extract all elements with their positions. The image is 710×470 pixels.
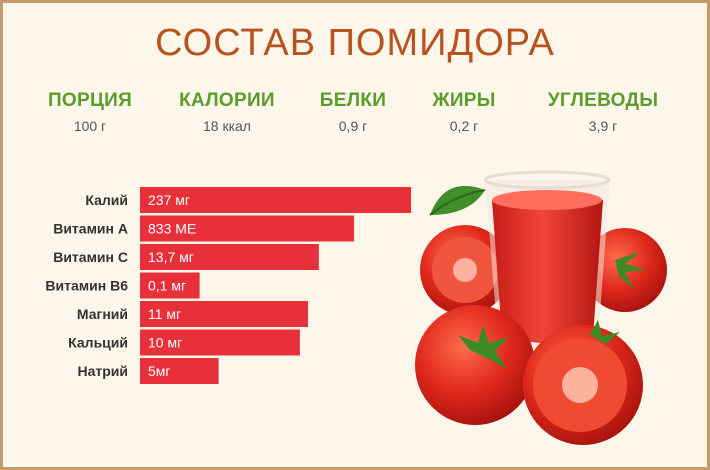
- bar-category-label: Натрий: [77, 363, 128, 379]
- bar: [140, 215, 355, 242]
- bar-value-label: 11 мг: [148, 306, 181, 322]
- bar-category-label: Витамин А: [53, 221, 128, 237]
- nutrient-name: ПОРЦИЯ: [47, 90, 133, 111]
- bar: [140, 358, 219, 384]
- nutrient-name: КАЛОРИИ: [179, 90, 275, 111]
- bar-value-label: 237 мг: [148, 192, 190, 208]
- nutrient-portion: ПОРЦИЯ 100 г: [20, 90, 160, 134]
- nutrient-value: 18 ккал: [203, 118, 251, 134]
- bar-value-label: 13,7 мг: [148, 249, 194, 265]
- bar-value-label: 833 МЕ: [148, 221, 196, 237]
- bar: [140, 187, 411, 213]
- nutrient-protein: БЕЛКИ 0,9 г: [283, 90, 423, 134]
- bar-value-label: 0,1 мг: [148, 278, 186, 294]
- nutrient-name: ЖИРЫ: [432, 90, 496, 111]
- tomato-cut-front: [523, 320, 643, 445]
- bar-category-label: Витамин С: [53, 249, 128, 265]
- bar-category-label: Калий: [85, 192, 128, 208]
- nutrient-value: 0,9 г: [338, 118, 368, 134]
- nutrient-summary: ПОРЦИЯ 100 г КАЛОРИИ 18 ккал БЕЛКИ 0,9 г…: [0, 90, 710, 150]
- nutrient-fat: ЖИРЫ 0,2 г: [394, 90, 534, 134]
- bar: [140, 301, 309, 327]
- nutrient-value: 3,9 г: [588, 118, 618, 134]
- tomato-cut-left: [420, 225, 510, 315]
- bar: [140, 272, 200, 299]
- nutrient-calories: КАЛОРИИ 18 ккал: [157, 90, 297, 134]
- nutrient-value: 100 г: [73, 118, 107, 134]
- leaf-icon: [429, 185, 486, 216]
- tomato-front-left: [415, 305, 535, 425]
- page-title: СОСТАВ ПОМИДОРА: [155, 22, 555, 64]
- bar-category-label: Кальций: [68, 335, 128, 351]
- bar-category-label: Магний: [77, 306, 128, 322]
- juice-glass: [483, 170, 611, 348]
- nutrient-name: БЕЛКИ: [319, 90, 387, 111]
- mineral-bar-chart: Калий 237 мг Витамин А 833 МЕ Витамин С 13,7 …: [45, 187, 411, 384]
- nutrient-carbs: УГЛЕВОДЫ 3,9 г: [533, 90, 673, 134]
- bar: [140, 329, 300, 356]
- bar-category-label: Витамин В6: [45, 278, 128, 294]
- bar-value-label: 10 мг: [148, 335, 182, 351]
- bar: [140, 244, 319, 270]
- nutrient-value: 0,2 г: [449, 118, 479, 134]
- nutrient-name: УГЛЕВОДЫ: [547, 90, 659, 111]
- bar-value-label: 5мг: [148, 363, 171, 379]
- tomato-juice-illustration: [415, 170, 667, 445]
